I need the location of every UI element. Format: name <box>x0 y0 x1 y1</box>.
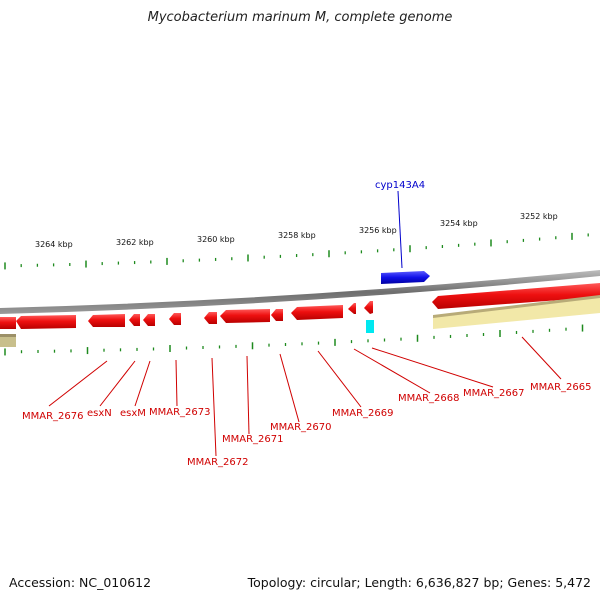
gene-cyp143A4-arrow[interactable] <box>381 271 430 284</box>
gene-label-cyp143A4[interactable]: cyp143A4 <box>375 180 425 191</box>
map-title: Mycobacterium marinum M, complete genome <box>147 10 453 25</box>
tick-label-3252: 3252 kbp <box>520 212 558 221</box>
gene-cyp143A4-leader <box>397 190 403 269</box>
gene-MMAR_2672-arrow[interactable] <box>204 312 217 324</box>
gene-MMAR_2676-arrow[interactable] <box>0 317 16 329</box>
leader-MMAR_2671 <box>246 355 250 435</box>
leader-esxN <box>99 360 136 407</box>
gene-MMAR_2671-arrow[interactable] <box>220 309 270 323</box>
gene-label-MMAR_2665[interactable]: MMAR_2665 <box>530 382 592 393</box>
gene-label-esxM[interactable]: esxM <box>120 408 146 419</box>
gene-MMAR_2665-arrow[interactable] <box>432 283 600 309</box>
reverse-strand-genes <box>0 283 600 329</box>
repeat-region-left-edge <box>0 334 16 337</box>
leader-esxM <box>134 360 151 407</box>
tick-label-3256: 3256 kbp <box>359 226 397 235</box>
gene-label-MMAR_2671[interactable]: MMAR_2671 <box>222 434 284 445</box>
gene-label-esxN[interactable]: esxN <box>87 408 112 419</box>
leader-MMAR_2670 <box>279 353 300 423</box>
gene-label-MMAR_2672[interactable]: MMAR_2672 <box>187 457 249 468</box>
gene-MMAR_2670-arrow[interactable] <box>291 305 343 320</box>
gene-esxN-arrow[interactable] <box>88 314 125 327</box>
genome-backbone <box>0 270 600 314</box>
gene-MMAR_2668-arrow[interactable] <box>364 301 373 314</box>
repeat-region-right-edge <box>433 295 600 318</box>
tick-label-3264: 3264 kbp <box>35 240 73 249</box>
gene-label-MMAR_2669[interactable]: MMAR_2669 <box>332 408 394 419</box>
gene-MMAR_2673-small-arrow[interactable] <box>143 314 155 326</box>
gene-label-MMAR_2668[interactable]: MMAR_2668 <box>398 393 460 404</box>
gene-MMAR_2673-arrow[interactable] <box>169 313 181 325</box>
repeat-region-left[interactable] <box>0 334 16 347</box>
reverse-gene-labels: MMAR_2676 esxN esxM MMAR_2673 MMAR_2672 … <box>22 382 592 468</box>
genomic-axis: 3264 kbp 3262 kbp 3260 kbp 3258 kbp 3256… <box>4 212 589 356</box>
gene-label-MMAR_2670[interactable]: MMAR_2670 <box>270 422 332 433</box>
leader-MMAR_2665 <box>521 336 562 380</box>
leader-MMAR_2667 <box>371 347 494 388</box>
tick-label-3262: 3262 kbp <box>116 238 154 247</box>
reverse-gene-leaders <box>48 336 562 457</box>
tick-label-3258: 3258 kbp <box>278 231 316 240</box>
leader-MMAR_2672 <box>211 357 217 457</box>
gene-MMAR_2671b-arrow[interactable] <box>271 309 283 321</box>
inner-tick-marks <box>4 324 584 356</box>
gene-label-MMAR_2676[interactable]: MMAR_2676 <box>22 411 84 422</box>
leader-MMAR_2676 <box>48 360 108 407</box>
gene-MMAR_2669-arrow[interactable] <box>348 303 356 314</box>
leader-MMAR_2673 <box>175 359 178 407</box>
repeat-region-right[interactable] <box>433 297 600 329</box>
genome-summary-text: Topology: circular; Length: 6,636,827 bp… <box>247 575 591 590</box>
gene-MMAR_2676b-arrow[interactable] <box>16 315 76 329</box>
gene-label-MMAR_2667[interactable]: MMAR_2667 <box>463 388 525 399</box>
tick-label-3254: 3254 kbp <box>440 219 478 228</box>
leader-MMAR_2668 <box>353 348 431 394</box>
accession-text: Accession: NC_010612 <box>9 575 152 590</box>
tick-label-3260: 3260 kbp <box>197 235 235 244</box>
leader-MMAR_2669 <box>317 350 362 408</box>
tick-marks <box>4 232 589 270</box>
gene-label-MMAR_2673[interactable]: MMAR_2673 <box>149 407 211 418</box>
rna-feature[interactable] <box>366 320 374 333</box>
gene-esxM-arrow[interactable] <box>129 314 140 326</box>
